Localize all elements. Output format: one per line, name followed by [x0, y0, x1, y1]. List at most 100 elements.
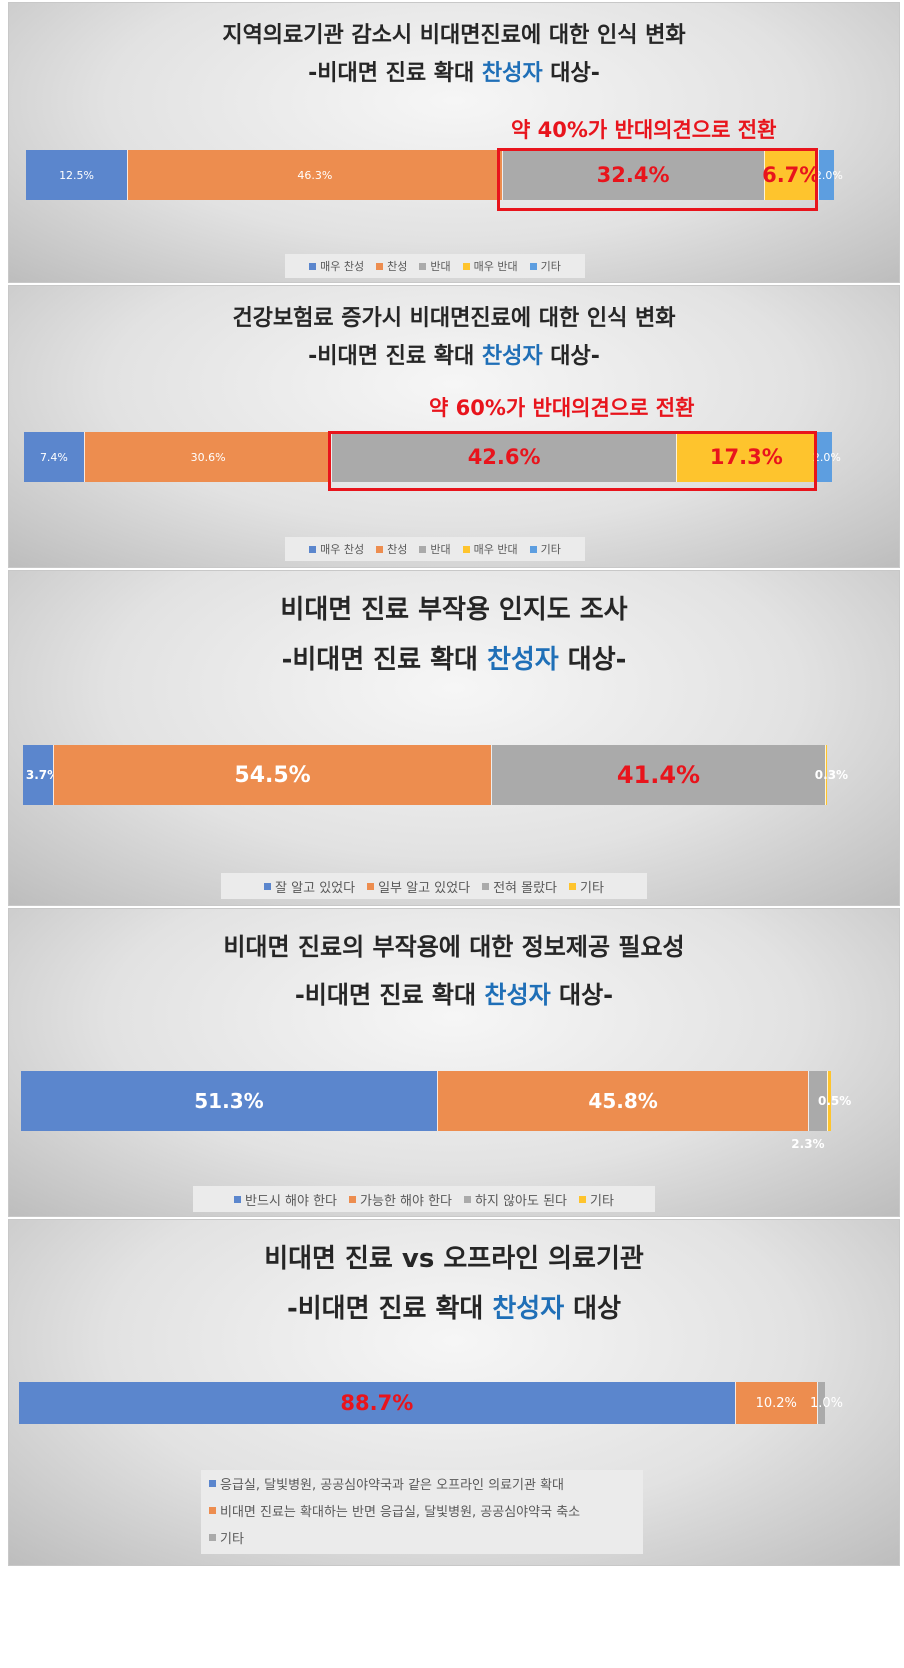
legend-swatch: [367, 882, 375, 890]
title-line-1: 건강보험료 증가시 비대면진료에 대한 인식 변화: [232, 306, 676, 331]
legend-swatch: [209, 1534, 216, 1541]
chart-panel-1: 지역의료기관 감소시 비대면진료에 대한 인식 변화 -비대면 진료 확대 찬성…: [8, 2, 900, 283]
legend-item: 기타: [579, 1190, 614, 1209]
data-label: 45.8%: [588, 1089, 658, 1113]
legend-label: 잘 알고 있었다: [275, 880, 356, 896]
chart-legend: 매우 찬성 찬성 반대 매우 반대 기타: [285, 537, 585, 561]
legend-label: 전혀 몰랐다: [493, 880, 558, 896]
title-line-1: 비대면 진료 부작용 인지도 조사: [280, 595, 628, 625]
title-suffix: 대상-: [542, 344, 600, 369]
data-label: 6.7%: [762, 163, 821, 187]
legend-item: 반대: [419, 541, 451, 557]
title-line-1: 비대면 진료의 부작용에 대한 정보제공 필요성: [223, 933, 685, 961]
legend-item: 가능한 해야 한다: [349, 1190, 452, 1209]
chart-panel-4: 비대면 진료의 부작용에 대한 정보제공 필요성 -비대면 진료 확대 찬성자 …: [8, 908, 900, 1217]
data-label: 2.3%: [791, 1137, 825, 1151]
legend-item: 매우 찬성: [309, 541, 364, 557]
legend-label: 응급실, 달빛병원, 공공심야약국과 같은 오프라인 의료기관 확대: [220, 1478, 565, 1493]
bar-segment: 0.3%: [815, 745, 848, 805]
bar-segment: 32.4%: [501, 150, 764, 200]
legend-label: 매우 찬성: [320, 260, 365, 273]
legend-item: 찬성: [376, 541, 407, 557]
title-prefix: -비대면 진료 확대: [281, 645, 487, 675]
bar-segment: 7.4%: [24, 432, 84, 482]
bar-segment: 12.5%: [26, 150, 128, 200]
legend-swatch: [376, 545, 384, 553]
legend-swatch: [462, 545, 470, 553]
title-line-2: -비대면 진료 확대 찬성자 대상-: [9, 635, 899, 685]
legend-item: 매우 반대: [462, 258, 518, 274]
chart-legend: 반드시 해야 한다 가능한 해야 한다 하지 않아도 된다 기타: [193, 1186, 655, 1212]
legend-item: 찬성: [376, 258, 407, 274]
legend-label: 반드시 해야 한다: [245, 1193, 338, 1209]
bar-segment: 42.6%: [331, 432, 676, 482]
legend-item: 하지 않아도 된다: [464, 1190, 567, 1209]
title-suffix: 대상-: [542, 61, 600, 86]
bar-segment: 88.7%: [19, 1382, 735, 1424]
bar-segment: 51.3%: [21, 1071, 437, 1131]
legend-item: 응급실, 달빛병원, 공공심야약국과 같은 오프라인 의료기관 확대: [209, 1470, 643, 1497]
bar-segment: 46.3%: [127, 150, 502, 200]
data-label: 2.0%: [812, 450, 841, 464]
legend-item: 기타: [569, 877, 604, 896]
legend-label: 찬성: [387, 543, 408, 556]
legend-item: 일부 알고 있었다: [367, 877, 470, 896]
legend-item: 기타: [529, 541, 561, 557]
legend-swatch: [419, 545, 427, 553]
data-label: 42.6%: [467, 445, 541, 469]
data-label: 51.3%: [194, 1089, 264, 1113]
bar-segment: 2.0%: [813, 432, 841, 482]
chart-title: 비대면 진료의 부작용에 대한 정보제공 필요성 -비대면 진료 확대 찬성자 …: [9, 923, 899, 1019]
legend-item: 반대: [419, 258, 451, 274]
title-line-2: -비대면 진료 확대 찬성자 대상-: [9, 55, 899, 93]
chart-title: 지역의료기관 감소시 비대면진료에 대한 인식 변화 -비대면 진료 확대 찬성…: [9, 17, 899, 93]
bar-segment: 2.0%: [815, 150, 843, 200]
legend-swatch: [464, 1195, 472, 1203]
bar-segment: 17.3%: [675, 432, 816, 482]
title-prefix: -비대면 진료 확대: [308, 61, 482, 86]
chart-panel-3: 비대면 진료 부작용 인지도 조사 -비대면 진료 확대 찬성자 대상- 3.7…: [8, 570, 900, 906]
title-highlight: 찬성자: [481, 344, 543, 369]
legend-label: 일부 알고 있었다: [378, 880, 471, 896]
legend-label: 찬성: [387, 260, 408, 273]
data-label: 2.0%: [814, 168, 843, 182]
data-label: 0.5%: [817, 1094, 852, 1108]
title-highlight: 찬성자: [492, 1294, 565, 1324]
bar-segment: 1.0%: [810, 1382, 843, 1424]
bar-segment: 10.2%: [734, 1382, 817, 1424]
title-line-2: -비대면 진료 확대 찬성자 대상: [9, 1284, 899, 1334]
chart-panel-5: 비대면 진료 vs 오프라인 의료기관 -비대면 진료 확대 찬성자 대상 88…: [8, 1219, 900, 1566]
data-label: 46.3%: [297, 168, 333, 182]
legend-label: 가능한 해야 한다: [360, 1193, 453, 1209]
legend-label: 기타: [220, 1532, 244, 1547]
legend-label: 매우 반대: [473, 543, 518, 556]
chart-legend: 잘 알고 있었다 일부 알고 있었다 전혀 몰랐다 기타: [221, 873, 647, 899]
chart-title: 비대면 진료 부작용 인지도 조사 -비대면 진료 확대 찬성자 대상-: [9, 585, 899, 685]
data-label: 32.4%: [596, 163, 670, 187]
title-highlight: 찬성자: [484, 981, 551, 1009]
data-label: 12.5%: [59, 168, 95, 182]
legend-swatch: [462, 262, 470, 270]
bar-segment: 41.4%: [491, 745, 825, 805]
chart-panel-2: 건강보험료 증가시 비대면진료에 대한 인식 변화 -비대면 진료 확대 찬성자…: [8, 285, 900, 568]
legend-label: 비대면 진료는 확대하는 반면 응급실, 달빛병원, 공공심야약국 축소: [220, 1505, 581, 1520]
title-suffix: 대상-: [550, 981, 614, 1009]
legend-swatch: [234, 1195, 242, 1203]
legend-item: 매우 반대: [462, 541, 518, 557]
data-label: 0.3%: [814, 768, 849, 782]
legend-label: 반대: [430, 260, 451, 273]
title-line-1: 비대면 진료 vs 오프라인 의료기관: [264, 1244, 644, 1274]
legend-swatch: [376, 262, 384, 270]
legend-item: 기타: [529, 258, 561, 274]
data-label: 1.0%: [809, 1395, 843, 1411]
title-highlight: 찬성자: [481, 61, 543, 86]
callout-box: [497, 148, 818, 211]
legend-item: 반드시 해야 한다: [234, 1190, 337, 1209]
data-label: 10.2%: [755, 1395, 797, 1411]
chart-title: 건강보험료 증가시 비대면진료에 대한 인식 변화 -비대면 진료 확대 찬성자…: [9, 300, 899, 376]
legend-label: 매우 찬성: [320, 543, 365, 556]
legend-swatch: [309, 262, 317, 270]
bar-segment: 6.7%: [762, 150, 821, 200]
legend-label: 하지 않아도 된다: [475, 1193, 568, 1209]
